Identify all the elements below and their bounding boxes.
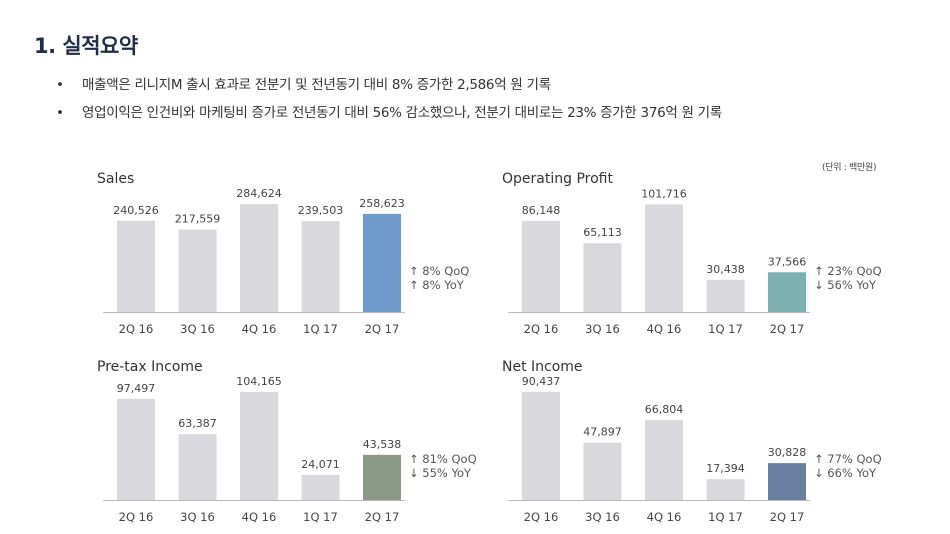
data-label: 63,387 bbox=[178, 417, 217, 430]
bar-3q16 bbox=[178, 434, 217, 500]
data-label: 90,437 bbox=[522, 375, 561, 388]
data-label: 37,566 bbox=[768, 255, 807, 268]
category-label: 2Q 16 bbox=[524, 322, 559, 336]
bullet-text: 영업이익은 인건비와 마케팅비 증가로 전년동기 대비 56% 감소했으나, 전… bbox=[82, 105, 722, 121]
data-label: 17,394 bbox=[706, 462, 745, 475]
data-label: 65,113 bbox=[583, 226, 622, 239]
category-label: 2Q 16 bbox=[119, 322, 154, 336]
data-label: 86,148 bbox=[522, 204, 561, 217]
chart-title: Sales bbox=[97, 171, 134, 187]
chart-title: Pre-tax Income bbox=[97, 359, 203, 375]
pretax-income-chart: Pre-tax Income 97,497 2Q 16 63,387 3Q 16 104,… bbox=[96, 353, 496, 528]
yoy-annotation: ↓ 56% YoY bbox=[814, 278, 877, 292]
data-label: 239,503 bbox=[298, 204, 344, 217]
bar-2q16 bbox=[522, 220, 560, 312]
chart-title: Net Income bbox=[502, 359, 583, 375]
bar-2q16 bbox=[117, 398, 155, 500]
unit-note: (단위 : 백만원) bbox=[822, 163, 877, 173]
net-income-chart: Net Income 90,437 2Q 16 47,897 3Q 16 66,804 4Q… bbox=[501, 353, 901, 528]
category-label: 3Q 16 bbox=[180, 510, 215, 524]
chart-svg: Pre-tax Income 97,497 2Q 16 63,387 3Q 16 104,… bbox=[97, 359, 477, 524]
summary-bullet-1: • 매출액은 리니지M 출시 효과로 전분기 및 전년동기 대비 8% 증가한 … bbox=[56, 74, 722, 102]
bar-3q16 bbox=[178, 229, 217, 312]
bar-1q17 bbox=[301, 221, 340, 312]
yoy-annotation: ↑ 8% YoY bbox=[409, 278, 465, 292]
operating-profit-chart: Operating Profit 86,148 2Q 16 65,113 3Q 16 10… bbox=[501, 165, 901, 340]
bar-4q16 bbox=[240, 204, 278, 312]
page-title: 1. 실적요약 bbox=[34, 34, 138, 58]
category-label: 3Q 16 bbox=[585, 510, 620, 524]
data-label: 104,165 bbox=[236, 375, 282, 388]
bullet-marker: • bbox=[56, 77, 64, 93]
bar-2q16 bbox=[522, 391, 560, 500]
category-label: 2Q 16 bbox=[524, 510, 559, 524]
category-label: 4Q 16 bbox=[242, 322, 277, 336]
data-label: 101,716 bbox=[641, 187, 687, 200]
summary-bullet-2: • 영업이익은 인건비와 마케팅비 증가로 전년동기 대비 56% 감소했으나,… bbox=[56, 102, 722, 130]
bullet-marker: • bbox=[56, 105, 64, 121]
bar-3q16 bbox=[583, 243, 622, 312]
category-label: 1Q 17 bbox=[708, 322, 743, 336]
chart-svg: Operating Profit 86,148 2Q 16 65,113 3Q 16 10… bbox=[502, 171, 882, 336]
category-label: 3Q 16 bbox=[585, 322, 620, 336]
yoy-annotation: ↓ 55% YoY bbox=[409, 466, 472, 480]
bar-4q16 bbox=[645, 204, 683, 312]
category-label: 4Q 16 bbox=[647, 510, 682, 524]
data-label: 43,538 bbox=[363, 438, 402, 451]
category-label: 2Q 17 bbox=[365, 510, 400, 524]
bar-2q17 bbox=[768, 272, 806, 312]
summary-bullets: • 매출액은 리니지M 출시 효과로 전분기 및 전년동기 대비 8% 증가한 … bbox=[56, 74, 722, 130]
data-label: 47,897 bbox=[583, 426, 622, 439]
data-label: 24,071 bbox=[301, 458, 340, 471]
category-label: 2Q 16 bbox=[119, 510, 154, 524]
category-label: 1Q 17 bbox=[303, 322, 338, 336]
data-label: 258,623 bbox=[359, 197, 405, 210]
category-label: 4Q 16 bbox=[647, 322, 682, 336]
bar-2q17 bbox=[363, 454, 401, 500]
sales-chart: Sales 240,526 2Q 16 217,559 3Q 16 284,624 4Q 1… bbox=[96, 165, 496, 340]
category-label: 1Q 17 bbox=[708, 510, 743, 524]
qoq-annotation: ↑ 23% QoQ bbox=[814, 264, 882, 278]
bar-2q16 bbox=[117, 220, 155, 312]
bar-2q17 bbox=[768, 463, 806, 500]
category-label: 3Q 16 bbox=[180, 322, 215, 336]
bar-1q17 bbox=[706, 479, 745, 500]
data-label: 30,438 bbox=[706, 263, 745, 276]
qoq-annotation: ↑ 77% QoQ bbox=[814, 452, 882, 466]
chart-title: Operating Profit bbox=[502, 171, 613, 187]
bar-2q17 bbox=[363, 213, 401, 312]
category-label: 1Q 17 bbox=[303, 510, 338, 524]
bar-1q17 bbox=[301, 475, 340, 500]
bar-4q16 bbox=[645, 420, 683, 500]
qoq-annotation: ↑ 81% QoQ bbox=[409, 452, 477, 466]
yoy-annotation: ↓ 66% YoY bbox=[814, 466, 877, 480]
category-label: 2Q 17 bbox=[770, 322, 805, 336]
chart-svg: Sales 240,526 2Q 16 217,559 3Q 16 284,624 4Q 1… bbox=[97, 171, 469, 336]
data-label: 30,828 bbox=[768, 446, 807, 459]
data-label: 66,804 bbox=[645, 403, 684, 416]
bullet-text: 매출액은 리니지M 출시 효과로 전분기 및 전년동기 대비 8% 증가한 2,… bbox=[82, 77, 551, 93]
data-label: 217,559 bbox=[175, 212, 221, 225]
category-label: 4Q 16 bbox=[242, 510, 277, 524]
category-label: 2Q 17 bbox=[365, 322, 400, 336]
bar-4q16 bbox=[240, 391, 278, 500]
bar-3q16 bbox=[583, 442, 622, 500]
data-label: 284,624 bbox=[236, 187, 282, 200]
data-label: 240,526 bbox=[113, 204, 159, 217]
bar-1q17 bbox=[706, 279, 745, 312]
category-label: 2Q 17 bbox=[770, 510, 805, 524]
qoq-annotation: ↑ 8% QoQ bbox=[409, 264, 469, 278]
data-label: 97,497 bbox=[117, 382, 156, 395]
